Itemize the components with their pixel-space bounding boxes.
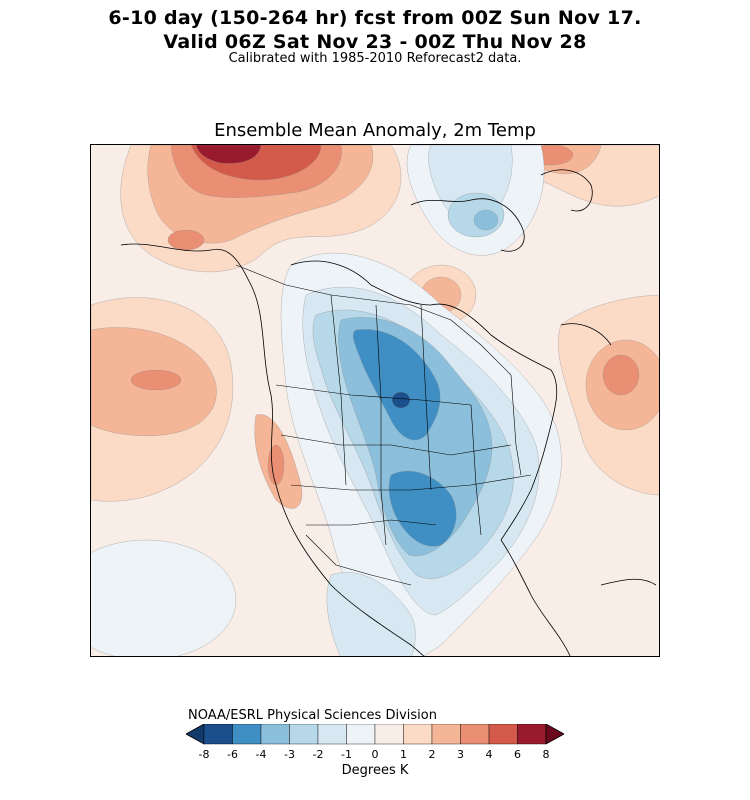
baffin-cool-core: [473, 209, 499, 231]
colorbar-tick-label: 0: [371, 748, 379, 761]
colorbar-cell: [403, 723, 433, 745]
colorbar-svg: [185, 723, 565, 745]
gulf-alaska-warm: [167, 229, 205, 251]
colorbar-tick-label: -6: [227, 748, 238, 761]
map-title: Ensemble Mean Anomaly, 2m Temp: [214, 120, 536, 141]
anomaly-map: [90, 144, 660, 657]
colorbar-cell: [203, 723, 233, 745]
colorbar-tick-label: 3: [457, 748, 464, 761]
credit-text: NOAA/ESRL Physical Sciences Division: [188, 708, 437, 723]
coastlines: [120, 169, 657, 656]
colorbar-label: Degrees K: [341, 763, 409, 778]
colorbar-cell: [517, 723, 547, 745]
colorbar-tick-label: -4: [255, 748, 267, 761]
colorbar-tick-label: 1: [400, 748, 407, 761]
colorbar-cell: [460, 723, 490, 745]
cold-region-core-north: [353, 329, 441, 441]
anomaly-map-svg: [91, 145, 659, 656]
colorbar-cell: [232, 723, 262, 745]
chart-subtitle: Calibrated with 1985-2010 Reforecast2 da…: [228, 51, 522, 66]
colorbar-cell: [289, 723, 319, 745]
chart-title-line-1: 6-10 day (150-264 hr) fcst from 00Z Sun …: [108, 7, 642, 29]
colorbar-cell: [374, 723, 404, 745]
colorbar-tick-label: 2: [428, 748, 436, 761]
mexico-cool: [326, 572, 416, 656]
pacific-cool-region: [91, 539, 237, 656]
colorbar-cell: [346, 723, 376, 745]
colorbar-over-arrow: [545, 723, 565, 745]
political-borders: [235, 264, 532, 586]
colorbar-cell: [260, 723, 290, 745]
colorbar-tick-label: -8: [198, 748, 210, 761]
west-coast-warm-core: [267, 444, 285, 486]
colorbar-cell: [431, 723, 461, 745]
colorbar-tick-label: 6: [514, 748, 521, 761]
cold-region-max: [391, 391, 411, 409]
chart-title-line-2: Valid 06Z Sat Nov 23 - 00Z Thu Nov 28: [163, 31, 587, 53]
colorbar: [185, 723, 565, 750]
colorbar-cell: [317, 723, 347, 745]
colorbar-tick-label: -2: [312, 748, 324, 761]
colorbar-under-arrow: [185, 723, 205, 745]
colorbar-tick-label: -3: [284, 748, 295, 761]
colorbar-cell: [488, 723, 518, 745]
alaska-warm-max: [195, 145, 262, 164]
colorbar-tick-label: 4: [485, 748, 493, 761]
colorbar-tick-label: -1: [341, 748, 352, 761]
colorbar-tick-label: 8: [542, 748, 550, 761]
pacific-warm-core: [130, 369, 182, 391]
atlantic-warm-core: [602, 354, 640, 396]
